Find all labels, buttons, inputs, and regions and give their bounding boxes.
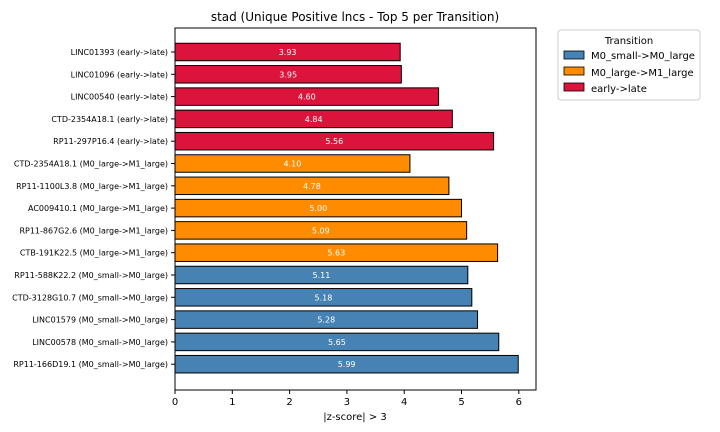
y-tick-label: RP11-1100L3.8 (M0_large->M1_large) — [16, 182, 168, 191]
bar-value-label: 4.60 — [298, 93, 316, 102]
legend-title: Transition — [604, 36, 653, 47]
x-tick-label: 1 — [229, 397, 235, 408]
bar-value-label: 5.65 — [328, 338, 346, 347]
y-tick-label: CTD-2354A18.1 (M0_large->M1_large) — [14, 160, 168, 169]
legend-label-m0-small: M0_small->M0_large — [591, 51, 695, 62]
legend: Transition M0_small->M0_large M0_large->… — [557, 29, 701, 101]
y-tick-label: LINC01096 (early->late) — [71, 70, 168, 79]
y-tick-label: RP11-166D19.1 (M0_small->M0_large) — [13, 360, 168, 369]
legend-swatch-m0-small — [563, 50, 585, 60]
y-tick-labels: LINC01393 (early->late) LINC01096 (early-… — [12, 48, 175, 369]
y-tick-label: LINC01579 (M0_small->M0_large) — [32, 316, 168, 325]
x-tick-label: 3 — [344, 397, 350, 408]
bar-value-label: 5.00 — [309, 204, 327, 213]
bar-value-label: 5.18 — [315, 293, 333, 302]
bar-value-label: 5.63 — [327, 249, 345, 258]
chart-title: stad (Unique Positive lncs - Top 5 per T… — [211, 10, 499, 24]
y-tick-label: RP11-867G2.6 (M0_large->M1_large) — [19, 226, 168, 235]
y-tick-label: RP11-588K22.2 (M0_small->M0_large) — [14, 271, 168, 280]
x-tick-label: 0 — [172, 397, 178, 408]
bar-value-label: 5.28 — [317, 316, 335, 325]
y-tick-label: CTD-3128G10.7 (M0_small->M0_large) — [12, 293, 168, 302]
legend-label-early-late: early->late — [591, 84, 647, 95]
x-axis-label: |z-score| > 3 — [323, 412, 387, 423]
bar-value-label: 4.78 — [303, 182, 321, 191]
x-tick-label: 2 — [286, 397, 292, 408]
bar-value-label: 3.95 — [279, 70, 297, 79]
x-tick-label: 4 — [401, 397, 407, 408]
y-tick-label: LINC00578 (M0_small->M0_large) — [32, 338, 168, 347]
legend-label-m0-large: M0_large->M1_large — [591, 68, 694, 79]
x-tick-label: 6 — [516, 397, 522, 408]
bar-value-label: 5.09 — [312, 226, 330, 235]
y-tick-label: AC009410.1 (M0_large->M1_large) — [28, 204, 168, 213]
legend-swatch-m0-large — [563, 66, 585, 76]
x-axis-ticks: 0 1 2 3 4 5 6 — [172, 390, 522, 408]
x-tick-label: 5 — [458, 397, 464, 408]
legend-swatch-early-late — [563, 82, 585, 92]
legend-frame — [557, 29, 701, 101]
bar-value-label: 5.11 — [312, 271, 330, 280]
bar-value-label: 4.10 — [284, 160, 302, 169]
bar-value-label: 3.93 — [279, 48, 297, 57]
y-tick-label: LINC01393 (early->late) — [71, 48, 168, 57]
bar-value-label: 5.99 — [338, 360, 356, 369]
bar-value-label: 5.56 — [325, 137, 343, 146]
y-tick-label: RP11-297P16.4 (early->late) — [53, 137, 168, 146]
bars-layer: 3.93 3.95 4.60 4.84 5.56 4.10 4.78 5.00 5.09 5.63… — [174, 42, 519, 374]
y-tick-label: CTD-2354A18.1 (early->late) — [51, 115, 168, 124]
y-tick-label: LINC00540 (early->late) — [71, 93, 168, 102]
y-tick-label: CTB-191K22.5 (M0_large->M1_large) — [20, 249, 168, 258]
bar-value-label: 4.84 — [305, 115, 323, 124]
